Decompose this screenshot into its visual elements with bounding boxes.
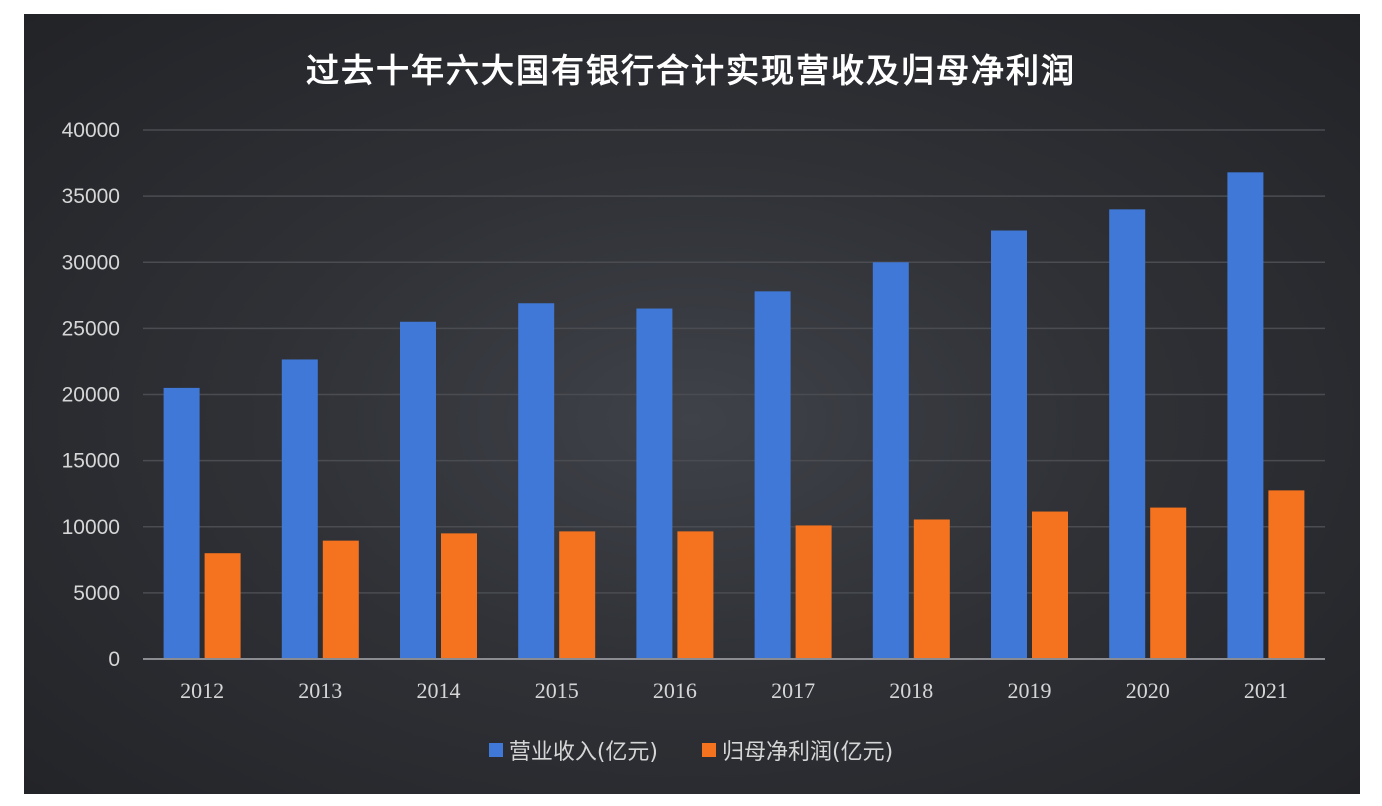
y-tick-label: 35000 (62, 185, 120, 208)
bar-revenue (991, 230, 1027, 659)
legend-item-net-profit[interactable]: 归母净利润(亿元) (702, 734, 893, 766)
x-tick-label: 2014 (417, 678, 461, 703)
x-tick-label: 2013 (298, 678, 342, 703)
bar-net-profit (322, 540, 359, 659)
bar-revenue (872, 262, 909, 659)
y-tick-label: 5000 (73, 582, 120, 605)
x-tick-label: 2020 (1126, 678, 1170, 703)
y-tick-label: 15000 (62, 450, 120, 473)
legend-swatch-revenue (488, 743, 503, 757)
bar-net-profit (913, 519, 950, 659)
bar-revenue (400, 321, 436, 659)
bar-net-profit (1032, 511, 1068, 659)
legend-item-revenue[interactable]: 营业收入(亿元) (488, 734, 658, 766)
bar-net-profit (677, 531, 714, 659)
bar-revenue (281, 359, 318, 659)
x-tick-label: 2018 (889, 678, 933, 703)
legend-swatch-net-profit (702, 743, 716, 757)
x-tick-label: 2012 (180, 678, 224, 703)
gridlines (143, 129, 1325, 594)
x-tick-label: 2021 (1244, 678, 1288, 703)
y-tick-label: 10000 (62, 516, 120, 539)
y-tick-label: 40000 (62, 119, 120, 142)
bar-revenue (754, 291, 791, 659)
y-axis: 0 5000 10000 15000 20000 25000 30000 35000 40000 (62, 119, 120, 671)
bar-net-profit (559, 531, 596, 659)
bar-revenue (163, 387, 200, 659)
x-tick-label: 2019 (1008, 678, 1052, 703)
x-tick-label: 2015 (535, 678, 579, 703)
y-tick-label: 0 (108, 648, 120, 671)
bar-net-profit (795, 525, 832, 659)
legend: 营业收入(亿元) 归母净利润(亿元) (0, 734, 1382, 766)
y-tick-label: 25000 (62, 317, 120, 340)
bars (163, 172, 1305, 659)
x-axis: 2012 2013 2014 2015 2016 2017 2018 2019 2020 2021 (143, 658, 1325, 703)
bar-revenue (1227, 172, 1264, 659)
chart-title: 过去十年六大国有银行合计实现营收及归母净利润 (306, 51, 1076, 90)
bar-net-profit (441, 533, 477, 659)
x-tick-label: 2016 (653, 678, 697, 703)
legend-label-revenue: 营业收入(亿元) (508, 740, 658, 765)
bar-net-profit (1268, 490, 1305, 659)
bar-net-profit (204, 553, 241, 659)
x-tick-label: 2017 (771, 678, 815, 703)
bar-revenue (636, 308, 673, 659)
legend-label-net-profit: 归母净利润(亿元) (722, 740, 894, 765)
bar-revenue (1109, 209, 1146, 659)
bar-revenue (518, 303, 555, 659)
bar-net-profit (1150, 507, 1187, 659)
y-tick-label: 20000 (62, 384, 120, 407)
y-tick-label: 30000 (62, 251, 120, 274)
